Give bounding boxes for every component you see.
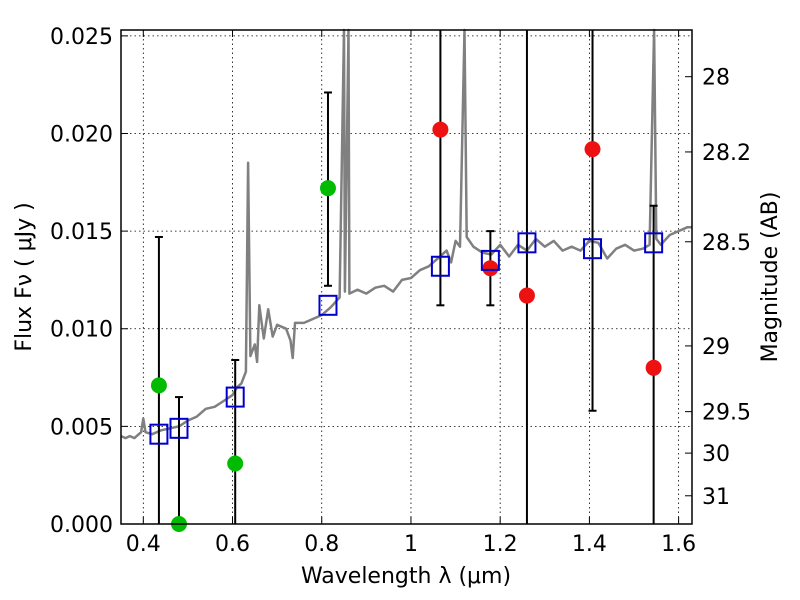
right-tick-label: 29 bbox=[702, 335, 730, 360]
x-tick-label: 1.2 bbox=[483, 532, 518, 557]
right-tick-label: 29.5 bbox=[702, 401, 751, 426]
sed-model-line bbox=[120, 28, 692, 440]
right-tick-label: 28.2 bbox=[702, 141, 751, 166]
y-tick-label: 0.000 bbox=[50, 513, 113, 538]
model-photometry-point bbox=[517, 232, 537, 254]
model-photometry-point bbox=[169, 417, 189, 439]
model-photometry-point bbox=[225, 386, 245, 408]
model-photometry-point bbox=[149, 423, 169, 445]
data-point bbox=[518, 287, 535, 304]
data-point bbox=[319, 180, 336, 197]
model-photometry-point bbox=[583, 238, 603, 260]
data-point bbox=[227, 455, 244, 472]
data-point bbox=[482, 260, 499, 277]
right-tick-label: 30 bbox=[702, 442, 730, 467]
right-tick-label: 28.5 bbox=[702, 231, 751, 256]
x-axis-label: Wavelength λ (μm) bbox=[301, 564, 511, 589]
model-photometry-point bbox=[430, 255, 450, 277]
x-tick-label: 0.4 bbox=[126, 532, 161, 557]
markers bbox=[149, 121, 664, 532]
y-axis-label: Flux Fν ( μJy ) bbox=[12, 202, 37, 351]
y-tick-label: 0.010 bbox=[50, 318, 113, 343]
error-bars bbox=[154, 30, 658, 524]
data-point bbox=[584, 141, 601, 158]
sed-layer bbox=[120, 28, 692, 440]
y-tick-label: 0.025 bbox=[50, 25, 113, 50]
right-tick-label: 28 bbox=[702, 66, 730, 91]
plot-frame bbox=[120, 29, 693, 525]
y-axis-label-right: Magnitude (AB) bbox=[758, 192, 783, 363]
model-photometry-point bbox=[644, 232, 664, 254]
x-tick-label: 1.6 bbox=[661, 532, 696, 557]
ticks: 0.4 0.6 0.8 1 1.2 1.4 1.6 0.000 0.005 0.010 0.015 0… bbox=[50, 25, 751, 557]
data-point bbox=[645, 359, 662, 376]
data-point bbox=[432, 121, 449, 138]
model-photometry-point bbox=[480, 249, 500, 271]
x-tick-label: 0.6 bbox=[215, 532, 250, 557]
y-tick-label: 0.005 bbox=[50, 415, 113, 440]
y-tick-label: 0.020 bbox=[50, 122, 113, 147]
grid bbox=[121, 30, 692, 525]
x-tick-label: 1.4 bbox=[572, 532, 607, 557]
x-tick-label: 0.8 bbox=[304, 532, 339, 557]
right-tick-label: 31 bbox=[702, 485, 730, 510]
data-point bbox=[150, 377, 167, 394]
y-tick-label: 0.015 bbox=[50, 220, 113, 245]
x-tick-label: 1 bbox=[404, 532, 418, 557]
model-photometry-point bbox=[318, 294, 338, 316]
